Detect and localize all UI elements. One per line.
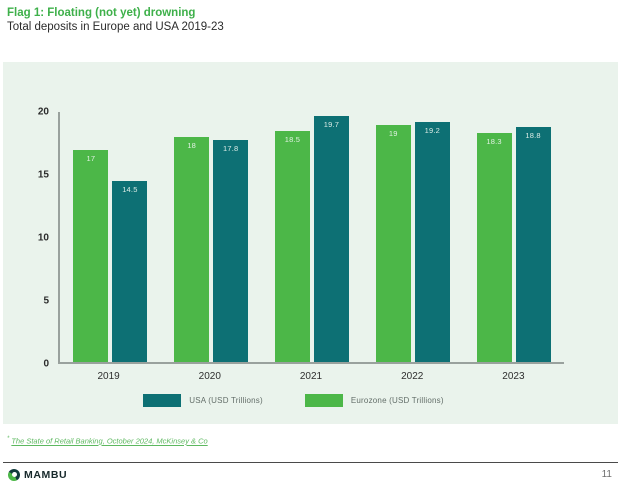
bar-eurozone-2020: 18 <box>174 137 210 362</box>
source-footnote: * The State of Retail Banking, October 20… <box>7 436 614 446</box>
bar-value-label: 18.5 <box>284 134 301 144</box>
legend-swatch-icon <box>143 394 182 407</box>
bar-value-label: 19.2 <box>424 126 440 135</box>
footnote-marker: * <box>7 436 10 442</box>
bar-chart: 0 5 10 15 20 17 14.5 18 17.8 18.5 19.7 19 19.2 18.3 1… <box>23 107 564 407</box>
bar-usa-2019: 14.5 <box>112 180 148 362</box>
x-label-2023: 2023 <box>502 371 525 382</box>
bar-group-2020: 18 17.8 <box>161 112 262 362</box>
bar-group-2023: 18.3 18.8 <box>463 112 564 362</box>
bar-usa-2020: 17.8 <box>213 139 249 362</box>
chart-title: Flag 1: Floating (not yet) drowning <box>7 7 196 19</box>
bar-group-2021: 18.5 19.7 <box>262 112 363 362</box>
bar-eurozone-2023: 18.3 <box>476 133 512 362</box>
bar-value-label: 19.7 <box>323 119 340 129</box>
bar-value-label: 18.3 <box>486 137 502 147</box>
legend-item: Eurozone (USD Trillions) <box>304 394 444 407</box>
bar-eurozone-2021: 18.5 <box>274 130 310 362</box>
legend-swatch-icon <box>304 394 343 407</box>
brand-name: MAMBU <box>24 468 68 481</box>
legend-label: Eurozone (USD Trillions) <box>350 396 444 405</box>
brand-logo: MAMBU <box>8 468 68 481</box>
legend-label: USA (USD Trillions) <box>189 396 263 405</box>
x-label-2022: 2022 <box>401 371 424 382</box>
y-tick-20: 20 <box>37 106 49 118</box>
bar-usa-2022: 19.2 <box>414 122 450 362</box>
source-link[interactable]: The State of Retail Banking, October 202… <box>11 436 208 446</box>
bar-value-label: 18.8 <box>525 131 541 140</box>
y-tick-0: 0 <box>43 358 49 370</box>
y-axis: 0 5 10 15 20 <box>23 107 58 370</box>
chart-card: 0 5 10 15 20 17 14.5 18 17.8 18.5 19.7 19 19.2 18.3 1… <box>3 62 618 424</box>
bar-usa-2021: 19.7 <box>313 115 349 362</box>
bar-group-2019: 17 14.5 <box>60 112 161 362</box>
x-label-2019: 2019 <box>97 371 120 382</box>
bar-value-label: 14.5 <box>122 184 138 194</box>
x-label-2021: 2021 <box>299 371 323 382</box>
plot-area: 17 14.5 18 17.8 18.5 19.7 19 19.2 18.3 18.8 <box>58 112 564 364</box>
x-axis-labels: 2019 2020 2021 2022 2023 <box>58 371 564 382</box>
bar-eurozone-2022: 19 <box>375 124 411 362</box>
bar-group-2022: 19 19.2 <box>362 112 463 362</box>
bar-eurozone-2019: 17 <box>73 149 109 362</box>
bar-value-label: 17 <box>86 153 96 163</box>
y-tick-10: 10 <box>37 232 49 244</box>
y-tick-15: 15 <box>37 169 49 181</box>
legend-item: USA (USD Trillions) <box>143 394 263 407</box>
page-number: 11 <box>601 469 612 480</box>
bar-value-label: 18 <box>187 141 197 150</box>
x-label-2020: 2020 <box>198 371 221 382</box>
y-tick-5: 5 <box>43 295 49 307</box>
page-footer: MAMBU 11 <box>8 468 612 481</box>
chart-legend: USA (USD Trillions) Eurozone (USD Trillio… <box>23 394 564 407</box>
bar-usa-2023: 18.8 <box>515 127 551 362</box>
footer-divider <box>3 461 618 463</box>
chart-header: Flag 1: Floating (not yet) drowning Tota… <box>0 0 621 35</box>
chart-subtitle: Total deposits in Europe and USA 2019-23 <box>7 21 224 33</box>
bar-value-label: 19 <box>388 128 398 138</box>
bar-value-label: 17.8 <box>222 143 239 153</box>
mambu-logo-icon <box>8 468 20 481</box>
